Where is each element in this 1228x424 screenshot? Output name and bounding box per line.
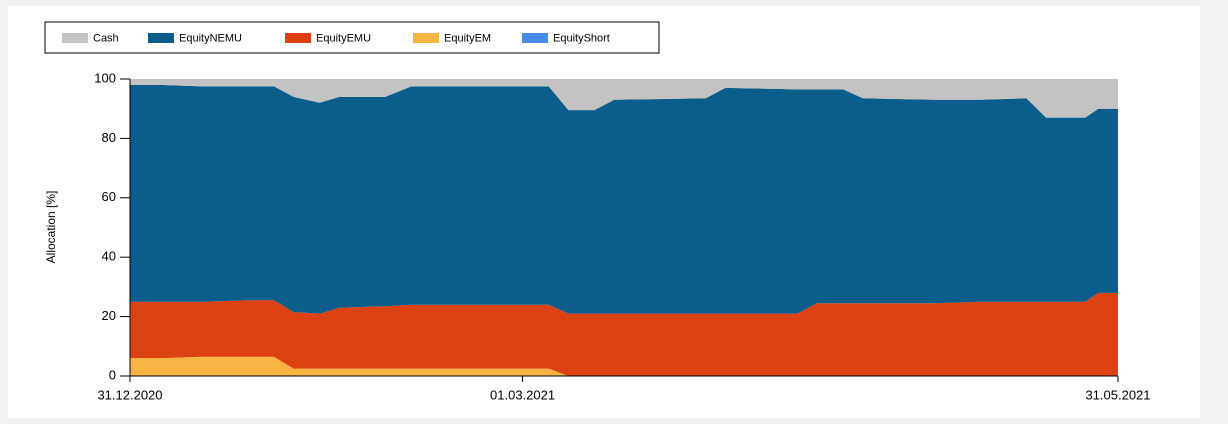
legend-box bbox=[44, 21, 660, 54]
x-tick-label: 31.05.2021 bbox=[1085, 387, 1150, 402]
legend-swatch bbox=[148, 33, 174, 43]
x-tick-label: 01.03.2021 bbox=[490, 387, 555, 402]
area bbox=[130, 84, 1118, 314]
y-tick-label: 0 bbox=[109, 367, 116, 382]
area bbox=[130, 292, 1118, 376]
y-tick-label: 60 bbox=[102, 189, 116, 204]
legend-label: Cash bbox=[93, 32, 119, 44]
legend-label: EquityEM bbox=[444, 32, 491, 44]
legend-swatch bbox=[522, 33, 548, 43]
legend-swatch bbox=[413, 33, 439, 43]
legend-swatch bbox=[285, 33, 311, 43]
legend-label: EquityNEMU bbox=[179, 32, 242, 44]
x-tick-label: 31.12.2020 bbox=[97, 387, 162, 402]
legend-label: EquityEMU bbox=[316, 32, 371, 44]
area bbox=[130, 79, 1118, 118]
y-tick-label: 80 bbox=[102, 130, 116, 145]
y-tick-label: 20 bbox=[102, 308, 116, 323]
legend-swatch bbox=[62, 33, 88, 43]
y-tick-label: 40 bbox=[102, 249, 116, 264]
y-axis-label: Allocation [%] bbox=[44, 191, 58, 264]
area bbox=[130, 356, 1118, 376]
legend-label: EquityShort bbox=[553, 32, 610, 44]
y-tick-label: 100 bbox=[94, 70, 116, 85]
